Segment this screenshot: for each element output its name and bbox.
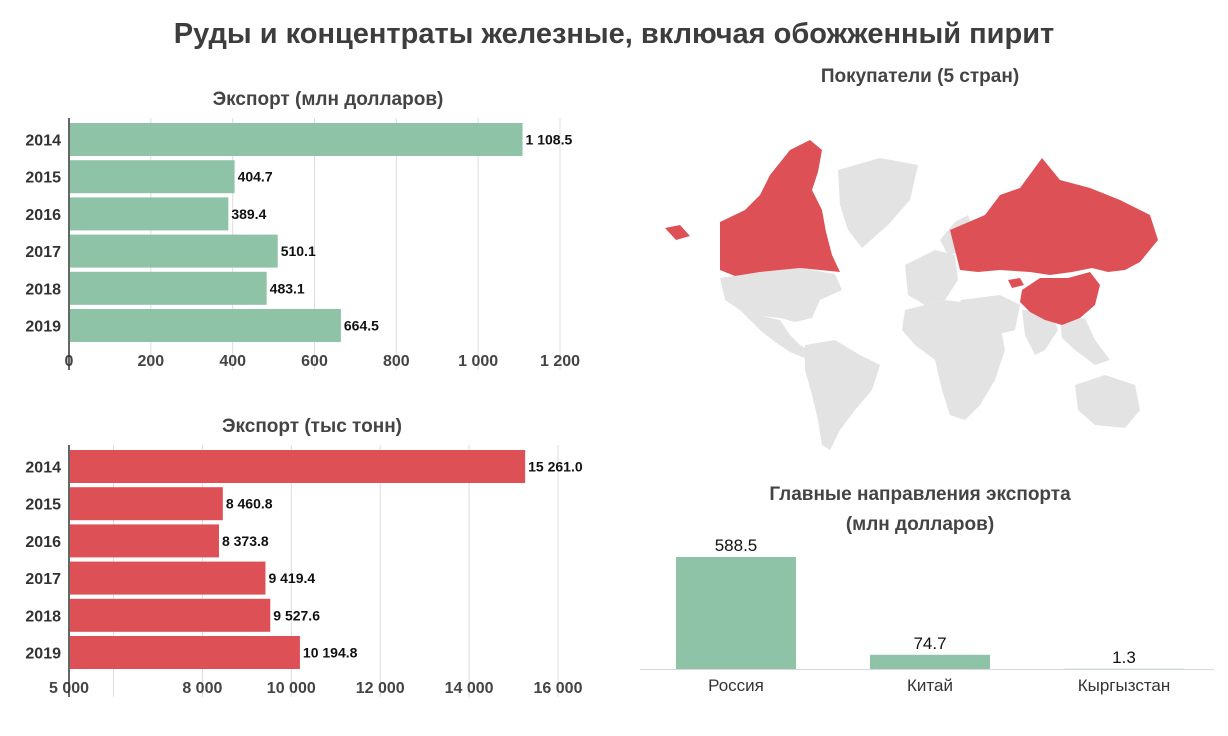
volume-value-label: 9 419.4 [268, 570, 315, 586]
volume-category-label: 2017 [25, 571, 61, 588]
volume-chart-title: Экспорт (тыс тонн) [221, 416, 402, 437]
map-india [1022, 310, 1058, 355]
main-title: Руды и концентраты железные, включая обо… [173, 18, 1055, 50]
dest-category-label: Кыргызстан [1078, 676, 1171, 695]
money-category-label: 2019 [25, 319, 61, 336]
dest-bar [676, 557, 796, 669]
map-canada [720, 140, 840, 276]
dest-value-label: 588.5 [715, 536, 758, 555]
money-tick-label: 600 [301, 353, 328, 370]
money-category-label: 2017 [25, 244, 61, 261]
money-value-label: 510.1 [281, 243, 316, 259]
dest-value-label: 74.7 [913, 634, 946, 653]
map-kyrgyzstan [1008, 278, 1024, 288]
money-category-label: 2014 [25, 133, 61, 150]
money-value-label: 1 108.5 [526, 132, 573, 148]
dest-category-label: Китай [907, 676, 953, 695]
map-africa [902, 300, 1005, 420]
money-category-label: 2015 [25, 170, 61, 187]
money-bar [70, 309, 341, 342]
volume-tick-label: 10 000 [267, 680, 316, 697]
money-category-label: 2016 [25, 207, 61, 224]
dest-value-label: 1.3 [1112, 648, 1136, 667]
money-tick-label: 800 [383, 353, 410, 370]
money-value-label: 404.7 [238, 169, 273, 185]
volume-bar [70, 561, 266, 595]
dest-bar [870, 654, 990, 669]
money-bar [70, 234, 278, 268]
map-middle-east [960, 295, 1020, 335]
money-value-label: 664.5 [344, 318, 379, 334]
money-value-label: 389.4 [231, 206, 266, 222]
map-russia [950, 158, 1158, 275]
volume-value-label: 8 460.8 [226, 496, 273, 512]
volume-bar [70, 598, 271, 632]
money-bar [70, 197, 229, 231]
volume-bar [70, 636, 300, 669]
map-mexico-central-america [740, 310, 812, 358]
map-southeast-asia [1060, 318, 1110, 365]
volume-bar [70, 524, 219, 558]
volume-category-label: 2016 [25, 534, 61, 551]
volume-bar [70, 450, 526, 483]
map-europe [905, 250, 958, 305]
money-value-label: 483.1 [270, 280, 305, 296]
volume-value-label: 10 194.8 [303, 645, 358, 661]
volume-category-label: 2019 [25, 646, 61, 663]
volume-category-label: 2014 [25, 460, 61, 477]
volume-tick-label: 12 000 [356, 680, 405, 697]
volume-tick-label: 8 000 [182, 680, 222, 697]
money-bar [70, 123, 523, 156]
volume-value-label: 8 373.8 [222, 533, 269, 549]
volume-tick-label: 14 000 [445, 680, 494, 697]
volume-category-label: 2015 [25, 497, 61, 514]
money-tick-label: 1 000 [458, 353, 498, 370]
dest-category-label: Россия [708, 676, 764, 695]
money-tick-label: 200 [137, 353, 164, 370]
volume-value-label: 9 527.6 [273, 607, 320, 623]
map-china [1020, 272, 1100, 325]
money-tick-label: 1 200 [540, 353, 580, 370]
volume-category-label: 2018 [25, 608, 61, 625]
money-bar [70, 271, 267, 305]
map-greenland [838, 158, 918, 248]
map-canada-west-island [665, 225, 690, 240]
map-australia [1075, 375, 1140, 428]
destinations-title-line2: (млн долларов) [845, 514, 995, 535]
volume-tick-label: 16 000 [534, 680, 583, 697]
money-bar [70, 160, 235, 194]
money-chart-title: Экспорт (млн долларов) [212, 89, 444, 110]
money-tick-label: 400 [219, 353, 246, 370]
destinations-title-line1: Главные направления экспорта [769, 484, 1071, 505]
map-south-america [805, 340, 880, 450]
volume-bar [70, 487, 223, 521]
map-title: Покупатели (5 стран) [820, 66, 1020, 87]
map-highlighted-countries [665, 140, 1158, 325]
volume-value-label: 15 261.0 [528, 459, 583, 475]
map-usa [720, 268, 842, 322]
money-category-label: 2018 [25, 281, 61, 298]
